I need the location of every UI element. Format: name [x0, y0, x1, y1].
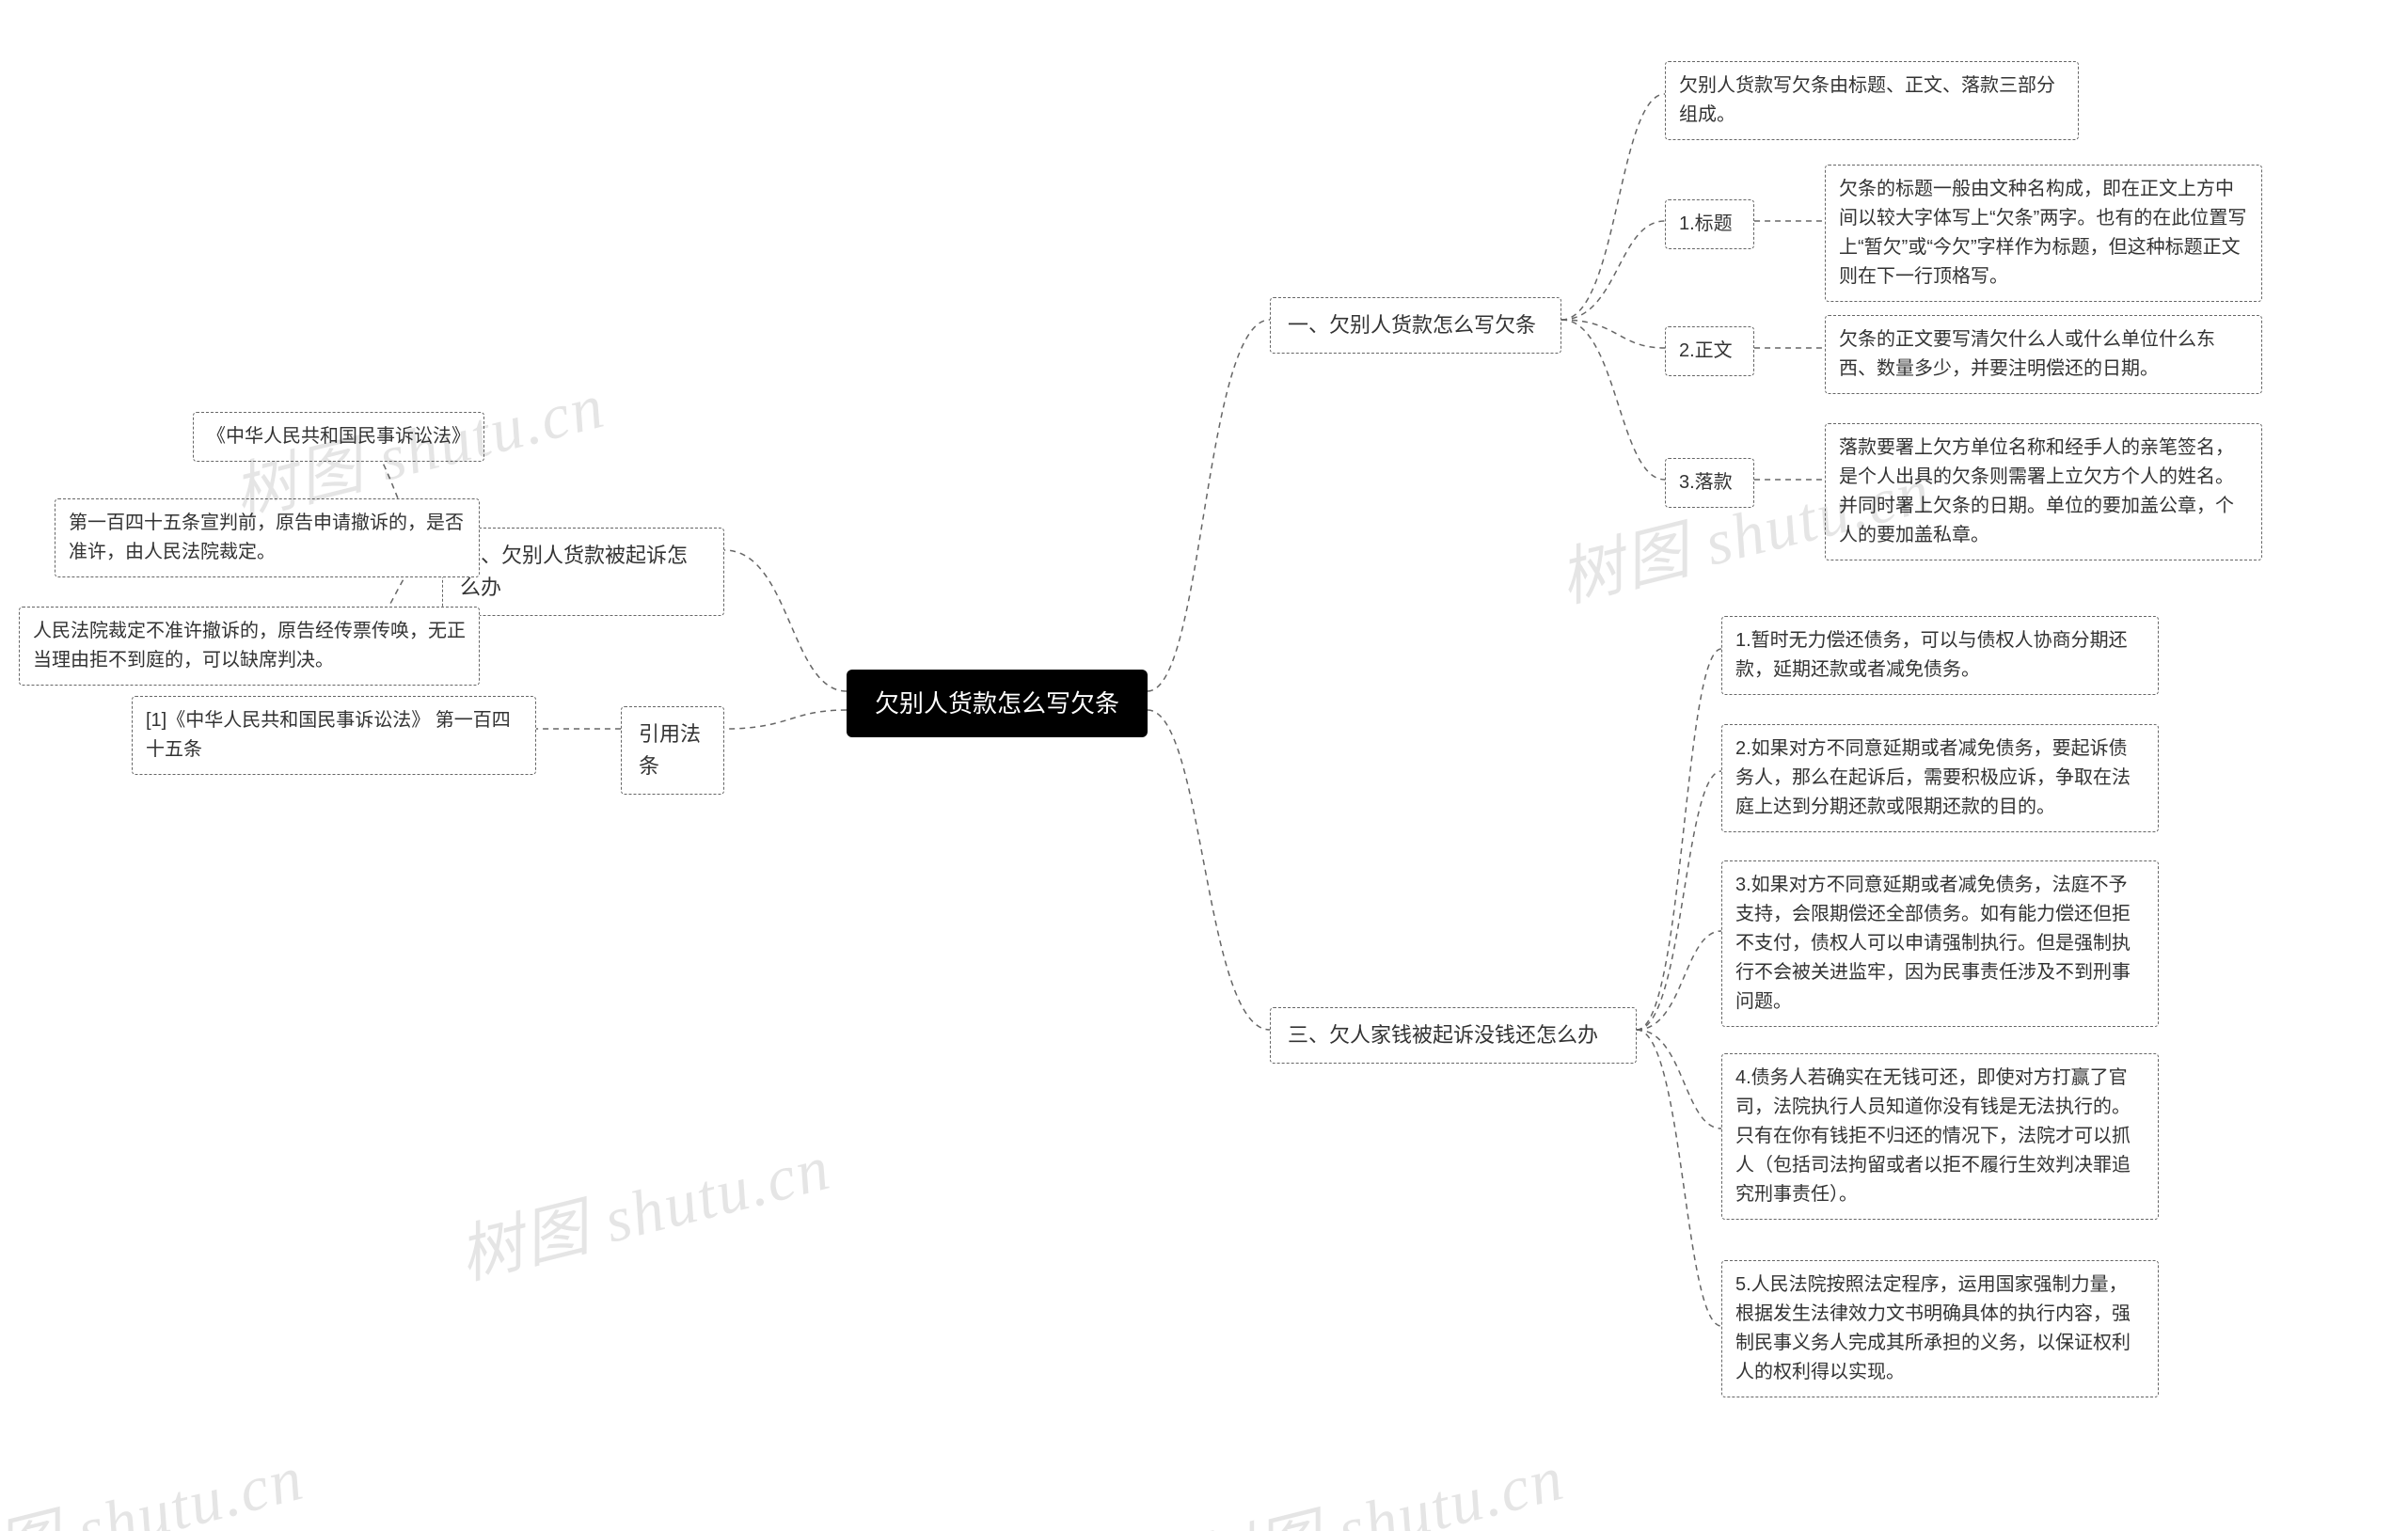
r1-title: 1.标题 [1665, 199, 1754, 249]
branch-l-ref: 引用法条 [621, 706, 724, 795]
watermark: 树图 shutu.cn [0, 1425, 312, 1531]
l2-c1: 《中华人民共和国民事诉讼法》 [193, 412, 484, 462]
l2-c3: 人民法院裁定不准许撤诉的，原告经传票传唤，无正当理由拒不到庭的，可以缺席判决。 [19, 607, 480, 686]
r3-c3: 3.如果对方不同意延期或者减免债务，法庭不予支持，会限期偿还全部债务。如有能力偿… [1721, 860, 2159, 1027]
r1-intro: 欠别人货款写欠条由标题、正文、落款三部分组成。 [1665, 61, 2079, 140]
r1-sign: 3.落款 [1665, 458, 1754, 508]
branch-r1: 一、欠别人货款怎么写欠条 [1270, 297, 1561, 354]
r3-c5: 5.人民法院按照法定程序，运用国家强制力量，根据发生法律效力文书明确具体的执行内… [1721, 1260, 2159, 1397]
l-ref-c1: [1]《中华人民共和国民事诉讼法》 第一百四十五条 [132, 696, 536, 775]
r1-sign-text: 落款要署上欠方单位名称和经手人的亲笔签名，是个人出具的欠条则需署上立欠方个人的姓… [1825, 423, 2262, 560]
branch-l2: 二、欠别人货款被起诉怎么办 [442, 528, 724, 616]
r1-body: 2.正文 [1665, 326, 1754, 376]
root-node: 欠别人货款怎么写欠条 [847, 670, 1148, 737]
l2-c2: 第一百四十五条宣判前，原告申请撤诉的，是否准许，由人民法院裁定。 [55, 498, 480, 577]
r1-title-text: 欠条的标题一般由文种名构成，即在正文上方中间以较大字体写上“欠条”两字。也有的在… [1825, 165, 2262, 302]
r1-body-text: 欠条的正文要写清欠什么人或什么单位什么东西、数量多少，并要注明偿还的日期。 [1825, 315, 2262, 394]
r3-c4: 4.债务人若确实在无钱可还，即使对方打赢了官司，法院执行人员知道你没有钱是无法执… [1721, 1053, 2159, 1220]
r3-c1: 1.暂时无力偿还债务，可以与债权人协商分期还款，延期还款或者减免债务。 [1721, 616, 2159, 695]
branch-r3: 三、欠人家钱被起诉没钱还怎么办 [1270, 1007, 1637, 1064]
watermark: 树图 shutu.cn [1181, 1425, 1573, 1531]
watermark: 树图 shutu.cn [448, 1114, 839, 1297]
r3-c2: 2.如果对方不同意延期或者减免债务，要起诉债务人，那么在起诉后，需要积极应诉，争… [1721, 724, 2159, 832]
